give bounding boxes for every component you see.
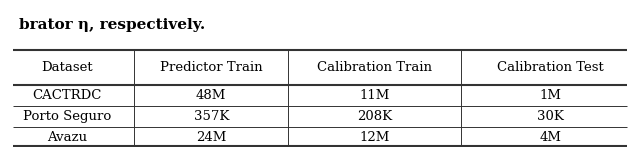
Text: 12M: 12M bbox=[359, 131, 390, 143]
Text: CACTRDC: CACTRDC bbox=[33, 89, 102, 102]
Text: 4M: 4M bbox=[540, 131, 561, 143]
Text: Porto Seguro: Porto Seguro bbox=[23, 110, 111, 123]
Text: Dataset: Dataset bbox=[42, 61, 93, 74]
Text: 11M: 11M bbox=[359, 89, 390, 102]
Text: Predictor Train: Predictor Train bbox=[160, 61, 262, 74]
Text: brator η, respectively.: brator η, respectively. bbox=[19, 18, 205, 32]
Text: Avazu: Avazu bbox=[47, 131, 87, 143]
Text: Calibration Test: Calibration Test bbox=[497, 61, 604, 74]
Text: 357K: 357K bbox=[193, 110, 229, 123]
Text: Calibration Train: Calibration Train bbox=[317, 61, 432, 74]
Text: 1M: 1M bbox=[540, 89, 561, 102]
Text: 24M: 24M bbox=[196, 131, 227, 143]
Text: 48M: 48M bbox=[196, 89, 227, 102]
Text: 208K: 208K bbox=[357, 110, 392, 123]
Text: 30K: 30K bbox=[537, 110, 564, 123]
